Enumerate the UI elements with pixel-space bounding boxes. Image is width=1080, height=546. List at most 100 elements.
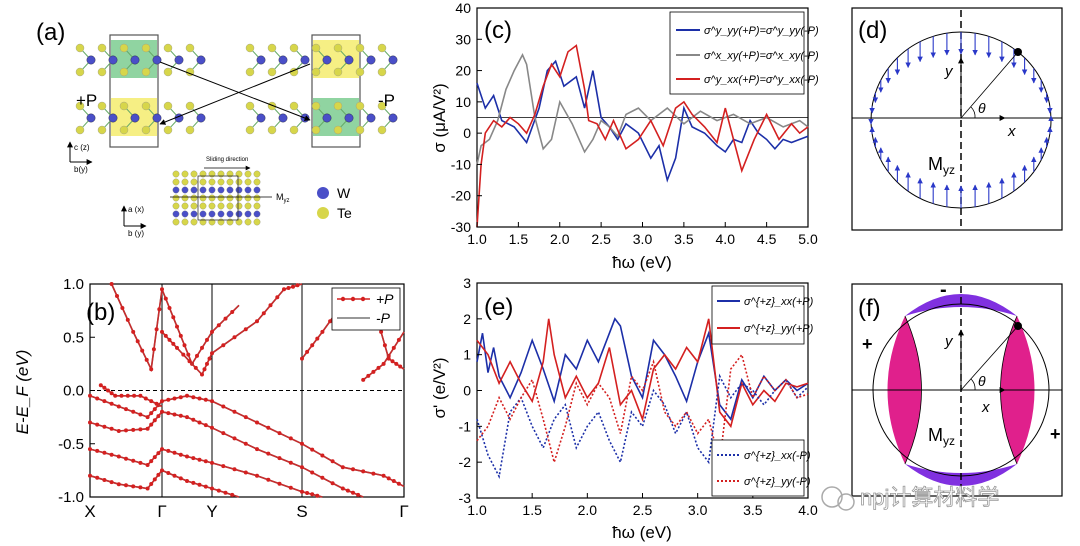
band-point bbox=[361, 469, 366, 474]
series-line bbox=[476, 352, 809, 466]
band-point bbox=[203, 397, 208, 402]
band-point bbox=[156, 451, 161, 456]
te-atom bbox=[119, 101, 129, 111]
w-atom bbox=[366, 113, 376, 123]
band-point bbox=[149, 422, 154, 427]
band-point bbox=[187, 359, 192, 364]
te-atom bbox=[333, 125, 343, 135]
e-legend-label-1: σ^{+z}_xx(+P) bbox=[744, 296, 814, 308]
e-legend-label-2: σ^{+z}_yy(+P) bbox=[744, 323, 814, 335]
k-label: Γ bbox=[399, 502, 408, 521]
te-atom bbox=[75, 125, 85, 135]
panel-a-label: (a) bbox=[36, 19, 65, 46]
band-point bbox=[356, 492, 361, 497]
band-point bbox=[221, 431, 226, 436]
w-atom bbox=[278, 55, 288, 65]
te-atom bbox=[199, 178, 207, 186]
w-atom bbox=[108, 113, 118, 123]
xtick-label: 3.0 bbox=[688, 502, 708, 518]
band-axis-ticks: 1.0 0.5 0.0 -0.5 -1.0X Γ Y S Γ bbox=[58, 276, 409, 521]
ytick-label: 3 bbox=[463, 275, 471, 291]
w-atom bbox=[199, 210, 207, 218]
te-atom bbox=[208, 202, 216, 210]
band-point bbox=[131, 458, 136, 463]
d-radius bbox=[960, 51, 1019, 119]
band-point bbox=[124, 483, 128, 488]
te-atom bbox=[244, 218, 252, 226]
w-atom bbox=[244, 210, 252, 218]
legend-w-label: W bbox=[337, 185, 351, 201]
band-point bbox=[286, 286, 291, 290]
watermark-text: npj计算材料学 bbox=[860, 485, 999, 510]
w-atom bbox=[190, 186, 198, 194]
band-point bbox=[277, 481, 282, 486]
band-point bbox=[154, 327, 159, 332]
band-point bbox=[203, 459, 208, 464]
atom-structures bbox=[75, 43, 398, 135]
ytick-label: -1.0 bbox=[58, 489, 84, 506]
band-point bbox=[109, 426, 114, 431]
axis-b-label: b(y) bbox=[74, 165, 88, 174]
band-point bbox=[255, 473, 259, 478]
w-atom bbox=[196, 113, 206, 123]
w-atom bbox=[181, 210, 189, 218]
xtick-label: 1.0 bbox=[467, 502, 487, 518]
d-m-label: Myz bbox=[928, 154, 955, 177]
te-atom bbox=[172, 170, 180, 178]
band-point bbox=[382, 343, 387, 348]
band-point bbox=[330, 459, 335, 464]
band-point bbox=[132, 393, 137, 398]
te-atom bbox=[244, 178, 252, 186]
band-point bbox=[232, 409, 237, 414]
band-point bbox=[371, 471, 376, 476]
ytick-label: 20 bbox=[455, 63, 471, 79]
band-line-plus bbox=[89, 448, 323, 498]
band-point bbox=[191, 480, 196, 485]
band-point bbox=[288, 460, 293, 465]
band-point bbox=[193, 365, 198, 370]
ytick-label: 1 bbox=[463, 347, 471, 363]
band-point bbox=[144, 357, 149, 362]
xtick-label: 3.5 bbox=[674, 231, 694, 247]
band-point bbox=[149, 482, 154, 486]
c-legend-label-2: σ^x_xy(+P)=σ^x_xy(-P) bbox=[704, 50, 819, 62]
panel-f-label: (f) bbox=[858, 295, 881, 322]
band-point bbox=[320, 475, 325, 480]
te-atom bbox=[185, 101, 195, 111]
band-point bbox=[197, 457, 202, 462]
band-point bbox=[125, 393, 130, 398]
band-point bbox=[88, 420, 92, 425]
band-point bbox=[145, 415, 150, 420]
te-atom bbox=[244, 202, 252, 210]
band-point bbox=[166, 397, 171, 402]
band-line-plus bbox=[161, 283, 303, 376]
band-point bbox=[379, 329, 384, 334]
band-point bbox=[102, 385, 107, 390]
te-atom bbox=[267, 125, 277, 135]
te-atom bbox=[226, 202, 234, 210]
ytick-label: -3 bbox=[459, 490, 472, 506]
e-legend-bottom-box bbox=[711, 439, 805, 497]
e-legend-top: σ^{+z}_xx(+P) σ^{+z}_yy(+P) bbox=[711, 285, 814, 345]
band-point bbox=[391, 345, 396, 350]
te-atom bbox=[141, 101, 151, 111]
te-atom bbox=[217, 218, 225, 226]
band-point bbox=[143, 396, 148, 401]
w-atom bbox=[196, 55, 206, 65]
ytick-label: -20 bbox=[451, 188, 471, 204]
c-xlabel: ħω (eV) bbox=[612, 253, 672, 272]
band-point bbox=[178, 395, 183, 400]
c-ylabel: σ (μA/V²) bbox=[430, 83, 449, 152]
band-point bbox=[135, 339, 140, 344]
band-point bbox=[396, 337, 401, 342]
band-point bbox=[328, 319, 333, 324]
d-point bbox=[1014, 48, 1022, 56]
k-label: X bbox=[84, 502, 95, 521]
arrow-left-to-right bbox=[159, 61, 311, 121]
band-point bbox=[210, 460, 214, 465]
band-point bbox=[203, 423, 208, 428]
te-atom bbox=[181, 170, 189, 178]
band-point bbox=[152, 477, 157, 482]
f-x-label: x bbox=[981, 399, 990, 416]
band-point bbox=[197, 396, 202, 401]
